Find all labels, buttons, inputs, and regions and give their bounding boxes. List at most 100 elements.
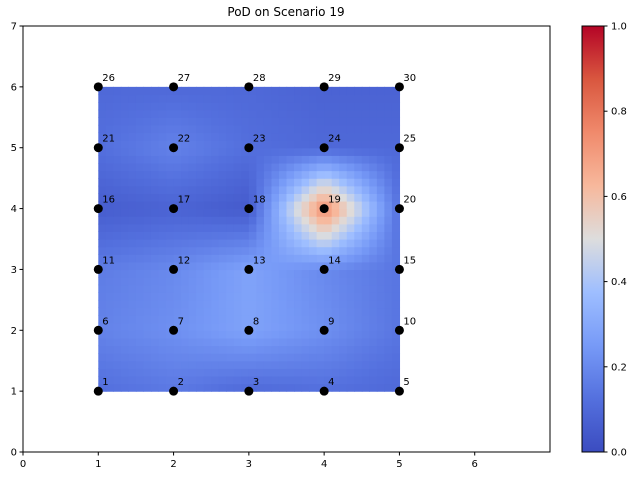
heat-cell <box>331 239 340 248</box>
heat-cell <box>98 178 107 187</box>
heat-cell <box>143 185 152 194</box>
heat-cell <box>286 109 295 118</box>
heat-cell <box>113 162 122 172</box>
heat-cell <box>105 185 114 194</box>
heat-cell <box>158 102 167 111</box>
heat-cell <box>369 299 378 309</box>
heat-cell <box>166 102 175 111</box>
heat-cell <box>166 322 175 331</box>
heat-cell <box>346 193 355 202</box>
heat-cell <box>384 330 393 339</box>
heat-cell <box>384 178 393 187</box>
heat-cell <box>331 109 340 118</box>
heat-cell <box>196 261 205 271</box>
heat-cell <box>316 162 325 172</box>
heat-cell <box>98 162 107 172</box>
heat-cell <box>120 269 129 278</box>
heat-cell <box>158 277 167 286</box>
heat-cell <box>294 239 303 248</box>
heat-cell <box>120 109 129 118</box>
heat-cell <box>173 223 182 232</box>
heat-cell <box>105 124 114 134</box>
heat-cell <box>181 353 190 362</box>
heat-cell <box>286 124 295 134</box>
heat-cell <box>135 360 145 369</box>
heat-cell <box>105 231 114 240</box>
heat-cell <box>226 360 235 369</box>
heat-cell <box>143 284 152 293</box>
heat-cell <box>324 353 333 362</box>
heat-cell <box>158 239 167 248</box>
heat-cell <box>361 353 370 362</box>
heat-cell <box>294 269 303 278</box>
heat-cell <box>120 360 129 369</box>
heat-cell <box>331 261 340 271</box>
heat-cell <box>278 117 288 126</box>
heat-cell <box>301 94 310 103</box>
point-label: 14 <box>328 255 341 266</box>
heat-cell <box>143 360 152 369</box>
heat-cell <box>278 330 288 339</box>
heat-cell <box>188 261 197 271</box>
heat-cell <box>143 147 152 156</box>
heat-cell <box>346 94 355 103</box>
heat-cell <box>218 322 227 331</box>
heat-cell <box>301 102 310 111</box>
heat-cell <box>294 261 303 271</box>
heat-cell <box>158 155 167 164</box>
heat-cell <box>324 117 333 126</box>
heat-cell <box>105 109 114 118</box>
heat-cell <box>181 132 190 141</box>
heat-cell <box>286 254 295 263</box>
heat-cell <box>324 178 333 187</box>
heat-cell <box>369 155 378 164</box>
heat-cell <box>316 261 325 271</box>
heat-cell <box>324 375 333 385</box>
heat-cell <box>278 360 288 369</box>
heat-cell <box>233 216 242 225</box>
heat-cell <box>256 155 265 164</box>
heat-cell <box>256 299 265 309</box>
heat-cell <box>203 185 212 194</box>
heat-cell <box>105 269 114 278</box>
heat-cell <box>354 254 363 263</box>
heat-cell <box>241 200 250 210</box>
heat-cell <box>188 368 197 377</box>
heat-cell <box>135 322 145 331</box>
heat-cell <box>105 239 114 248</box>
heat-cell <box>301 246 310 255</box>
heat-cell <box>369 178 378 187</box>
heat-cell <box>324 208 333 217</box>
heat-cell <box>294 383 303 392</box>
heat-cell <box>241 162 250 172</box>
heat-cell <box>105 117 114 126</box>
heat-cell <box>324 337 333 347</box>
heat-cell <box>309 140 318 149</box>
heat-cell <box>105 315 114 324</box>
heat-cell <box>166 239 175 248</box>
heat-cell <box>196 254 205 263</box>
heat-cell <box>346 86 355 96</box>
heat-cell <box>143 269 152 278</box>
heat-cell <box>158 162 167 172</box>
heat-cell <box>316 353 325 362</box>
heat-cell <box>309 246 318 255</box>
heat-cell <box>331 269 340 278</box>
heat-cell <box>211 246 220 255</box>
heat-cell <box>301 124 310 134</box>
heat-cell <box>98 315 107 324</box>
heat-cell <box>173 109 182 118</box>
heat-cell <box>331 299 340 309</box>
heat-cell <box>384 140 393 149</box>
heat-cell <box>173 277 182 286</box>
heat-cell <box>135 216 145 225</box>
heat-cell <box>346 223 355 232</box>
heat-cell <box>158 315 167 324</box>
heat-cell <box>181 140 190 149</box>
heat-cell <box>301 375 310 385</box>
heat-cell <box>226 162 235 172</box>
heat-cell <box>196 109 205 118</box>
heat-cell <box>158 254 167 263</box>
heat-cell <box>354 132 363 141</box>
heat-cell <box>128 170 137 179</box>
